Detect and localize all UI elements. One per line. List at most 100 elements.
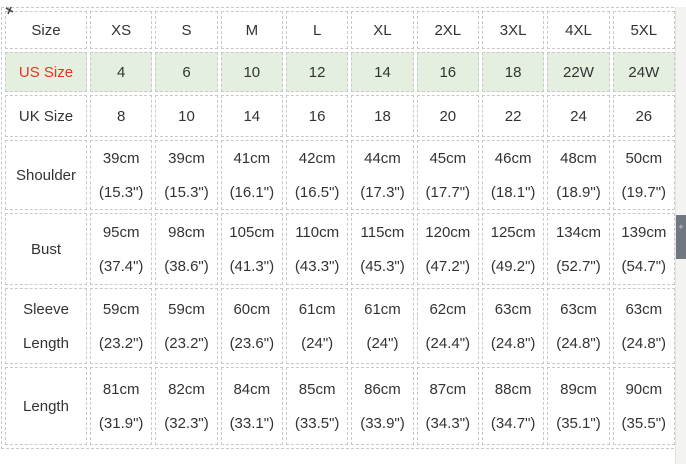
value-line: (24") — [366, 334, 399, 352]
value-line: 110cm — [295, 223, 340, 241]
page: Size XS S M L XL 2XL 3XL 4XL 5XL US Size 4 6 10 12 14 16… — [0, 7, 686, 465]
value-line: 134cm — [555, 223, 601, 241]
size-header-cell: S — [155, 11, 218, 49]
value-cell: 46cm (18.1") — [481, 140, 545, 210]
value-cell: 87cm (34.3") — [416, 367, 479, 445]
value-line: 44cm — [364, 149, 401, 167]
value-cell: 110cm (43.3") — [285, 213, 349, 285]
value-stack: 120cm (47.2") — [418, 224, 478, 275]
value-line: (17.7") — [425, 183, 471, 201]
value-stack: 39cm (15.3") — [156, 150, 216, 201]
value-line: (24.8") — [621, 334, 667, 352]
vertical-scrollbar[interactable]: + — [675, 7, 686, 464]
value-cell: 98cm (38.6") — [155, 213, 218, 285]
value-line: 39cm — [102, 149, 140, 167]
value-cell: 48cm (18.9") — [547, 140, 610, 210]
value-line: 120cm — [425, 223, 471, 241]
value-stack: 41cm (16.1") — [222, 150, 282, 201]
value-line: (24.8") — [556, 334, 601, 352]
value-stack: 63cm (24.8") — [483, 301, 543, 352]
value-stack: 85cm (33.5") — [287, 381, 347, 432]
value-stack: 61cm (24") — [287, 301, 347, 352]
size-header-cell: 4XL — [547, 11, 610, 49]
scrollbar-grip-icon: + — [678, 222, 684, 232]
value-stack: 59cm (23.2") — [156, 301, 216, 352]
value-line: (38.6") — [164, 257, 209, 275]
value-line: 90cm — [625, 380, 663, 398]
value-line: 39cm — [168, 149, 205, 167]
value-cell: 4 — [90, 52, 153, 92]
value-line: (33.1") — [229, 414, 275, 432]
value-stack: 50cm (19.7") — [614, 150, 674, 201]
value-stack: 39cm (15.3") — [91, 150, 151, 201]
value-cell: 134cm (52.7") — [547, 213, 610, 285]
value-cell: 14 — [220, 95, 283, 137]
value-line: 60cm — [233, 300, 271, 318]
row-label: US Size — [5, 52, 87, 92]
value-cell: 26 — [612, 95, 675, 137]
value-line: 86cm — [364, 380, 401, 398]
corner-size-label: Size — [5, 11, 87, 49]
value-line: 63cm — [494, 300, 532, 318]
value-line: 87cm — [429, 380, 467, 398]
value-cell: 10 — [155, 95, 218, 137]
size-chart-body: Size XS S M L XL 2XL 3XL 4XL 5XL US Size 4 6 10 12 14 16… — [5, 11, 675, 445]
value-cell: 6 — [155, 52, 218, 92]
value-line: (19.7") — [621, 183, 667, 201]
value-line: (31.9") — [98, 414, 144, 432]
value-cell: 95cm (37.4") — [90, 213, 153, 285]
value-line: (32.3") — [164, 414, 209, 432]
value-stack: 105cm (41.3") — [222, 224, 282, 275]
value-cell: 63cm (24.8") — [612, 288, 675, 364]
table-row: US Size 4 6 10 12 14 16 18 22W 24W — [5, 52, 675, 92]
row-label: UK Size — [5, 95, 87, 137]
value-cell: 14 — [351, 52, 414, 92]
value-line: 63cm — [560, 300, 597, 318]
value-cell: 90cm (35.5") — [612, 367, 675, 445]
size-header-cell: 5XL — [612, 11, 675, 49]
value-cell: 16 — [416, 52, 479, 92]
value-line: 85cm — [298, 380, 336, 398]
value-line: 88cm — [494, 380, 532, 398]
value-cell: 50cm (19.7") — [612, 140, 675, 210]
value-line: (49.2") — [490, 257, 536, 275]
value-line: (24.4") — [425, 334, 471, 352]
value-cell: 24 — [547, 95, 610, 137]
value-line: 105cm — [229, 223, 275, 241]
value-cell: 59cm (23.2") — [155, 288, 218, 364]
value-stack: 110cm (43.3") — [287, 224, 347, 275]
value-cell: 86cm (33.9") — [351, 367, 414, 445]
value-cell: 84cm (33.1") — [220, 367, 283, 445]
value-cell: 60cm (23.6") — [220, 288, 283, 364]
row-label: Sleeve Length — [5, 288, 87, 364]
table-row: Length 81cm (31.9") 82cm (32.3") 84cm (33.1") 8… — [5, 367, 675, 445]
value-line: (54.7") — [621, 257, 667, 275]
value-cell: 16 — [285, 95, 349, 137]
value-line: (45.3") — [360, 257, 405, 275]
value-cell: 18 — [481, 52, 545, 92]
value-cell: 24W — [612, 52, 675, 92]
value-line: 46cm — [494, 149, 532, 167]
row-label-line: Length — [23, 334, 69, 352]
value-line: (52.7") — [556, 257, 601, 275]
value-line: (16.1") — [229, 183, 275, 201]
value-stack: 84cm (33.1") — [222, 381, 282, 432]
value-stack: 44cm (17.3") — [352, 150, 412, 201]
value-stack: 134cm (52.7") — [548, 224, 608, 275]
header-row: Size XS S M L XL 2XL 3XL 4XL 5XL — [5, 11, 675, 49]
value-line: 62cm — [429, 300, 467, 318]
vertical-scrollbar-thumb[interactable]: + — [676, 215, 686, 259]
value-cell: 85cm (33.5") — [285, 367, 349, 445]
value-line: (18.9") — [556, 183, 601, 201]
row-label-line: Sleeve — [23, 300, 69, 318]
value-stack: 139cm (54.7") — [614, 224, 674, 275]
value-cell: 105cm (41.3") — [220, 213, 283, 285]
value-line: 59cm — [168, 300, 205, 318]
value-cell: 44cm (17.3") — [351, 140, 414, 210]
value-stack: 125cm (49.2") — [483, 224, 543, 275]
size-header-cell: L — [285, 11, 349, 49]
value-stack: 86cm (33.9") — [352, 381, 412, 432]
table-row: UK Size 8 10 14 16 18 20 22 24 26 — [5, 95, 675, 137]
size-header-cell: XS — [90, 11, 153, 49]
value-line: (34.3") — [425, 414, 471, 432]
